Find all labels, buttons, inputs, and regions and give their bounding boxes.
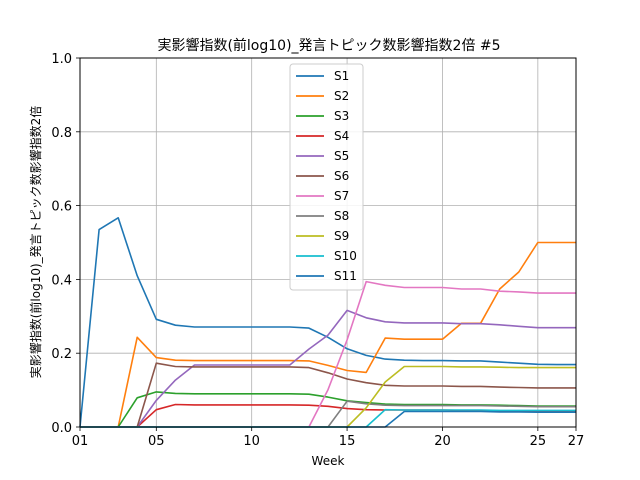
legend-label: S11 — [334, 269, 357, 283]
legend-label: S2 — [334, 89, 349, 103]
x-tick-label: 25 — [530, 434, 547, 449]
series-line-s11 — [80, 410, 576, 428]
y-axis-label: 実影響指数(前log10)_発言トピック数影響指数2倍 — [28, 106, 43, 379]
chart-title: 実影響指数(前log10)_発言トピック数影響指数2倍 #5 — [157, 37, 500, 54]
y-tick-label: 1.0 — [51, 52, 72, 67]
plot-frame — [79, 57, 577, 428]
legend-label: S6 — [334, 169, 349, 183]
legend-box — [289, 63, 364, 291]
x-tick-label: 27 — [568, 434, 585, 449]
series-line-s1 — [79, 217, 576, 428]
legend-label: S1 — [334, 69, 349, 83]
legend-label: S9 — [334, 229, 349, 243]
y-tick-label: 0.4 — [51, 273, 72, 288]
x-tick-label: 20 — [434, 434, 451, 449]
y-tick-label: 0.8 — [51, 126, 72, 141]
y-tick-label: 0.6 — [51, 200, 72, 215]
legend-label: S8 — [334, 209, 349, 223]
x-axis-label: Week — [312, 454, 345, 468]
x-tick-label: 10 — [243, 434, 260, 449]
series-line-s6 — [80, 362, 576, 428]
y-tick-label: 0.2 — [51, 347, 72, 362]
x-tick-label: 01 — [72, 434, 89, 449]
series-line-s3 — [80, 391, 576, 428]
legend-label: S7 — [334, 189, 349, 203]
axis-ticks: 01 05 10 15 20 25 27 0.0 0.2 0.4 0.6 0.8 1.0 — [51, 52, 584, 449]
series-line-s5 — [80, 309, 576, 428]
x-tick-label: 15 — [339, 434, 356, 449]
x-tick-label: 05 — [148, 434, 165, 449]
legend-label: S3 — [334, 109, 349, 123]
legend-label: S10 — [334, 249, 357, 263]
legend: S1 S2 S3 S4 S5 S6 S7 S8 S9 S10 S11 — [289, 63, 364, 291]
legend-label: S4 — [334, 129, 349, 143]
series-line-s4 — [80, 403, 576, 428]
legend-label: S5 — [334, 149, 349, 163]
y-tick-label: 0.0 — [51, 421, 72, 436]
series-line-s2 — [80, 241, 576, 428]
